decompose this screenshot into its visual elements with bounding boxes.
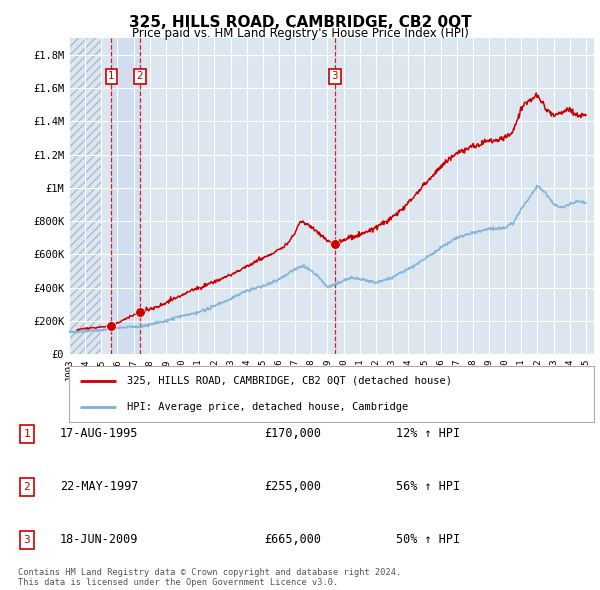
Text: 325, HILLS ROAD, CAMBRIDGE, CB2 0QT: 325, HILLS ROAD, CAMBRIDGE, CB2 0QT <box>128 15 472 30</box>
Text: £255,000: £255,000 <box>264 480 321 493</box>
Text: 3: 3 <box>332 71 338 81</box>
Text: 56% ↑ HPI: 56% ↑ HPI <box>396 480 460 493</box>
Bar <box>69 38 101 354</box>
Text: £170,000: £170,000 <box>264 427 321 440</box>
Text: 2: 2 <box>23 482 31 491</box>
Text: 325, HILLS ROAD, CAMBRIDGE, CB2 0QT (detached house): 325, HILLS ROAD, CAMBRIDGE, CB2 0QT (det… <box>127 376 452 386</box>
Text: 2: 2 <box>137 71 143 81</box>
Text: 3: 3 <box>23 535 31 545</box>
Text: HPI: Average price, detached house, Cambridge: HPI: Average price, detached house, Camb… <box>127 402 408 412</box>
Text: 1: 1 <box>108 71 115 81</box>
Text: Contains HM Land Registry data © Crown copyright and database right 2024.: Contains HM Land Registry data © Crown c… <box>18 568 401 577</box>
Text: 22-MAY-1997: 22-MAY-1997 <box>60 480 139 493</box>
Bar <box>112 38 140 354</box>
Text: 18-JUN-2009: 18-JUN-2009 <box>60 533 139 546</box>
Text: 1: 1 <box>23 429 31 438</box>
Text: 12% ↑ HPI: 12% ↑ HPI <box>396 427 460 440</box>
Text: Price paid vs. HM Land Registry's House Price Index (HPI): Price paid vs. HM Land Registry's House … <box>131 27 469 40</box>
Text: £665,000: £665,000 <box>264 533 321 546</box>
Text: This data is licensed under the Open Government Licence v3.0.: This data is licensed under the Open Gov… <box>18 578 338 587</box>
Text: 17-AUG-1995: 17-AUG-1995 <box>60 427 139 440</box>
Text: 50% ↑ HPI: 50% ↑ HPI <box>396 533 460 546</box>
